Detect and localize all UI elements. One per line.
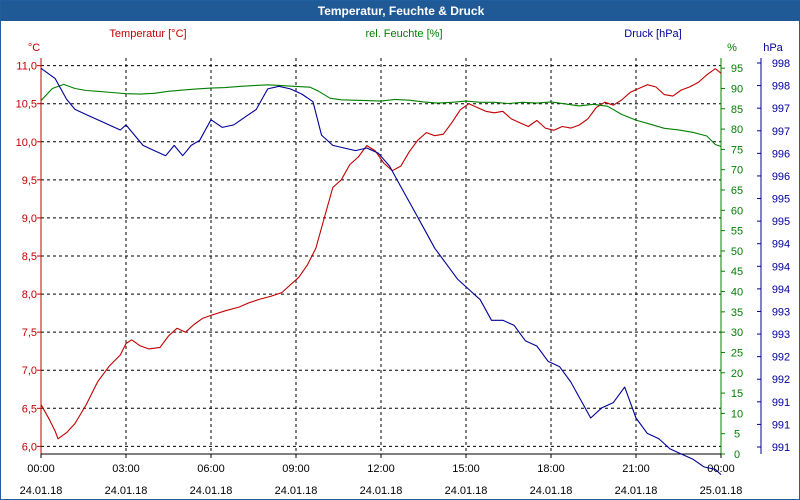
x-tick-date: 24.01.18 bbox=[445, 485, 488, 497]
x-tick-date: 24.01.18 bbox=[275, 485, 318, 497]
x-tick-date: 24.01.18 bbox=[360, 485, 403, 497]
pressure-tick-label: 994 bbox=[772, 261, 790, 273]
pressure-tick-label: 994 bbox=[772, 239, 790, 251]
temperature-unit: °C bbox=[28, 42, 40, 54]
humidity-tick-label: 55 bbox=[731, 226, 743, 238]
x-tick-time: 12:00 bbox=[367, 463, 395, 475]
humidity-tick-label: 25 bbox=[731, 347, 743, 359]
humidity-tick-label: 60 bbox=[731, 205, 743, 217]
x-tick-date: 24.01.18 bbox=[190, 485, 233, 497]
chart: Temperatur [°C] rel. Feuchte [%] Druck [… bbox=[16, 28, 791, 497]
pressure-tick-label: 993 bbox=[772, 306, 790, 318]
pressure-tick-label: 993 bbox=[772, 329, 790, 341]
temperature-tick-label: 11,0 bbox=[16, 61, 37, 73]
temperature-tick-label: 7,5 bbox=[22, 327, 37, 339]
humidity-tick-label: 95 bbox=[731, 63, 743, 75]
humidity-tick-label: 30 bbox=[731, 327, 743, 339]
temperature-tick-label: 6,5 bbox=[22, 403, 37, 415]
x-tick-time: 00:00 bbox=[707, 463, 735, 475]
x-tick-time: 09:00 bbox=[282, 463, 310, 475]
x-tick-date: 24.01.18 bbox=[530, 485, 573, 497]
pressure-unit: hPa bbox=[763, 42, 783, 54]
pressure-tick-label: 992 bbox=[772, 374, 790, 386]
temperature-tick-label: 8,0 bbox=[22, 289, 37, 301]
x-tick-time: 18:00 bbox=[537, 463, 565, 475]
temperature-tick-label: 6,0 bbox=[22, 441, 37, 453]
humidity-series-line bbox=[40, 83, 722, 148]
pressure-tick-label: 991 bbox=[772, 419, 790, 431]
pressure-tick-label: 995 bbox=[772, 194, 790, 206]
pressure-tick-label: 996 bbox=[772, 171, 790, 183]
pressure-tick-label: 997 bbox=[772, 103, 790, 115]
humidity-tick-label: 40 bbox=[731, 287, 743, 299]
humidity-unit: % bbox=[727, 42, 737, 54]
pressure-series-line bbox=[40, 67, 722, 476]
pressure-tick-label: 991 bbox=[772, 397, 790, 409]
humidity-tick-label: 70 bbox=[731, 165, 743, 177]
x-tick-date: 24.01.18 bbox=[615, 485, 658, 497]
humidity-tick-label: 0 bbox=[734, 449, 740, 461]
humidity-tick-label: 5 bbox=[734, 429, 740, 441]
pressure-tick-label: 998 bbox=[772, 81, 790, 93]
humidity-tick-label: 15 bbox=[731, 388, 743, 400]
x-tick-date: 24.01.18 bbox=[105, 485, 148, 497]
temperature-tick-label: 10,0 bbox=[16, 137, 37, 149]
temperature-axis-title: Temperatur [°C] bbox=[109, 28, 186, 40]
pressure-tick-label: 997 bbox=[772, 126, 790, 138]
humidity-axis-title: rel. Feuchte [%] bbox=[365, 28, 442, 40]
temperature-tick-label: 9,0 bbox=[22, 213, 37, 225]
temperature-tick-label: 10,5 bbox=[16, 99, 37, 111]
pressure-tick-label: 992 bbox=[772, 352, 790, 364]
x-tick-time: 06:00 bbox=[197, 463, 225, 475]
pressure-tick-label: 995 bbox=[772, 216, 790, 228]
series bbox=[40, 67, 722, 476]
humidity-tick-label: 90 bbox=[731, 83, 743, 95]
x-tick-time: 00:00 bbox=[27, 463, 55, 475]
humidity-tick-label: 80 bbox=[731, 124, 743, 136]
humidity-tick-label: 50 bbox=[731, 246, 743, 258]
x-tick-date: 24.01.18 bbox=[20, 485, 63, 497]
x-tick-date: 25.01.18 bbox=[700, 485, 743, 497]
x-tick-time: 21:00 bbox=[622, 463, 650, 475]
temperature-tick-label: 9,5 bbox=[22, 175, 37, 187]
pressure-tick-label: 994 bbox=[772, 284, 790, 296]
temperature-tick-label: 8,5 bbox=[22, 251, 37, 263]
axis-labels: Temperatur [°C] rel. Feuchte [%] Druck [… bbox=[28, 28, 784, 54]
x-tick-time: 03:00 bbox=[112, 463, 140, 475]
window-title: Temperatur, Feuchte & Druck bbox=[1, 1, 800, 21]
humidity-tick-label: 65 bbox=[731, 185, 743, 197]
humidity-tick-label: 20 bbox=[731, 368, 743, 380]
pressure-tick-label: 996 bbox=[772, 148, 790, 160]
x-tick-time: 15:00 bbox=[452, 463, 480, 475]
temperature-tick-label: 7,0 bbox=[22, 365, 37, 377]
pressure-axis-title: Druck [hPa] bbox=[624, 28, 681, 40]
humidity-tick-label: 10 bbox=[731, 408, 743, 420]
humidity-tick-label: 45 bbox=[731, 266, 743, 278]
humidity-tick-label: 35 bbox=[731, 307, 743, 319]
ticks: 00:00 24.01.18 03:00 24.01.18 06:00 24.01.18 0… bbox=[16, 58, 791, 497]
pressure-tick-label: 991 bbox=[772, 442, 790, 454]
humidity-tick-label: 85 bbox=[731, 104, 743, 116]
pressure-tick-label: 998 bbox=[772, 58, 790, 70]
humidity-tick-label: 75 bbox=[731, 144, 743, 156]
